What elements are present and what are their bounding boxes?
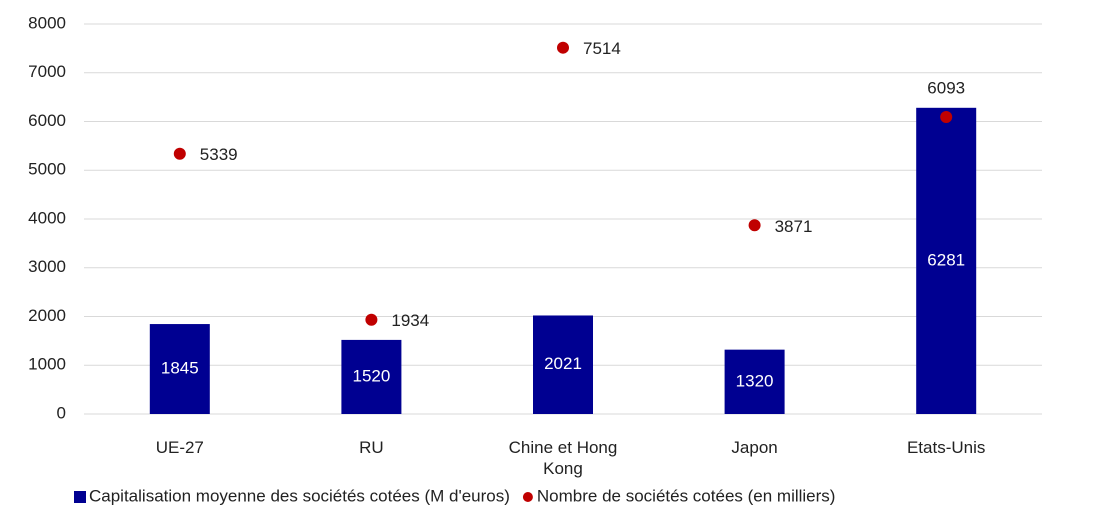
y-tick-label: 2000 <box>28 306 66 325</box>
y-tick-label: 5000 <box>28 160 66 179</box>
x-tick-label: Chine et Hong Kong <box>508 438 618 478</box>
y-tick-label: 4000 <box>28 208 66 227</box>
dot <box>940 110 953 123</box>
bar <box>916 107 977 415</box>
y-tick-label: 1000 <box>28 355 66 374</box>
legend-marker <box>522 492 533 502</box>
x-tick-label: UE-27 <box>155 438 204 457</box>
x-tick-label: Etats-Unis <box>906 438 986 457</box>
data-label: 3871 <box>775 217 813 236</box>
y-tick-label: 8000 <box>28 13 66 32</box>
y-tick-label: 6000 <box>28 111 66 130</box>
y-tick-label: 7000 <box>28 62 66 81</box>
data-label: 5339 <box>200 145 238 164</box>
bar <box>533 315 593 414</box>
data-label: 6281 <box>927 250 965 269</box>
y-tick-label: 0 <box>57 403 66 422</box>
legend-label: Capitalisation moyenne des sociétés coté… <box>89 486 510 505</box>
data-label: 1934 <box>391 311 429 330</box>
legend-marker <box>74 491 86 503</box>
bar <box>149 324 210 414</box>
dot <box>173 147 186 160</box>
y-tick-label: 3000 <box>28 257 66 276</box>
bar <box>724 349 785 414</box>
dot <box>557 41 569 54</box>
legend-label: Nombre de sociétés cotées (en milliers) <box>537 486 836 505</box>
data-label: 1845 <box>161 359 199 378</box>
dot <box>365 313 378 326</box>
data-label: 1520 <box>352 366 390 385</box>
data-label: 2021 <box>544 354 582 373</box>
data-label: 1320 <box>736 371 774 390</box>
data-label: 6093 <box>927 78 965 97</box>
dot <box>748 219 761 232</box>
x-tick-label: Japon <box>731 438 778 457</box>
x-tick-label: RU <box>359 438 384 457</box>
bar <box>341 339 402 414</box>
data-label: 7514 <box>583 39 621 58</box>
